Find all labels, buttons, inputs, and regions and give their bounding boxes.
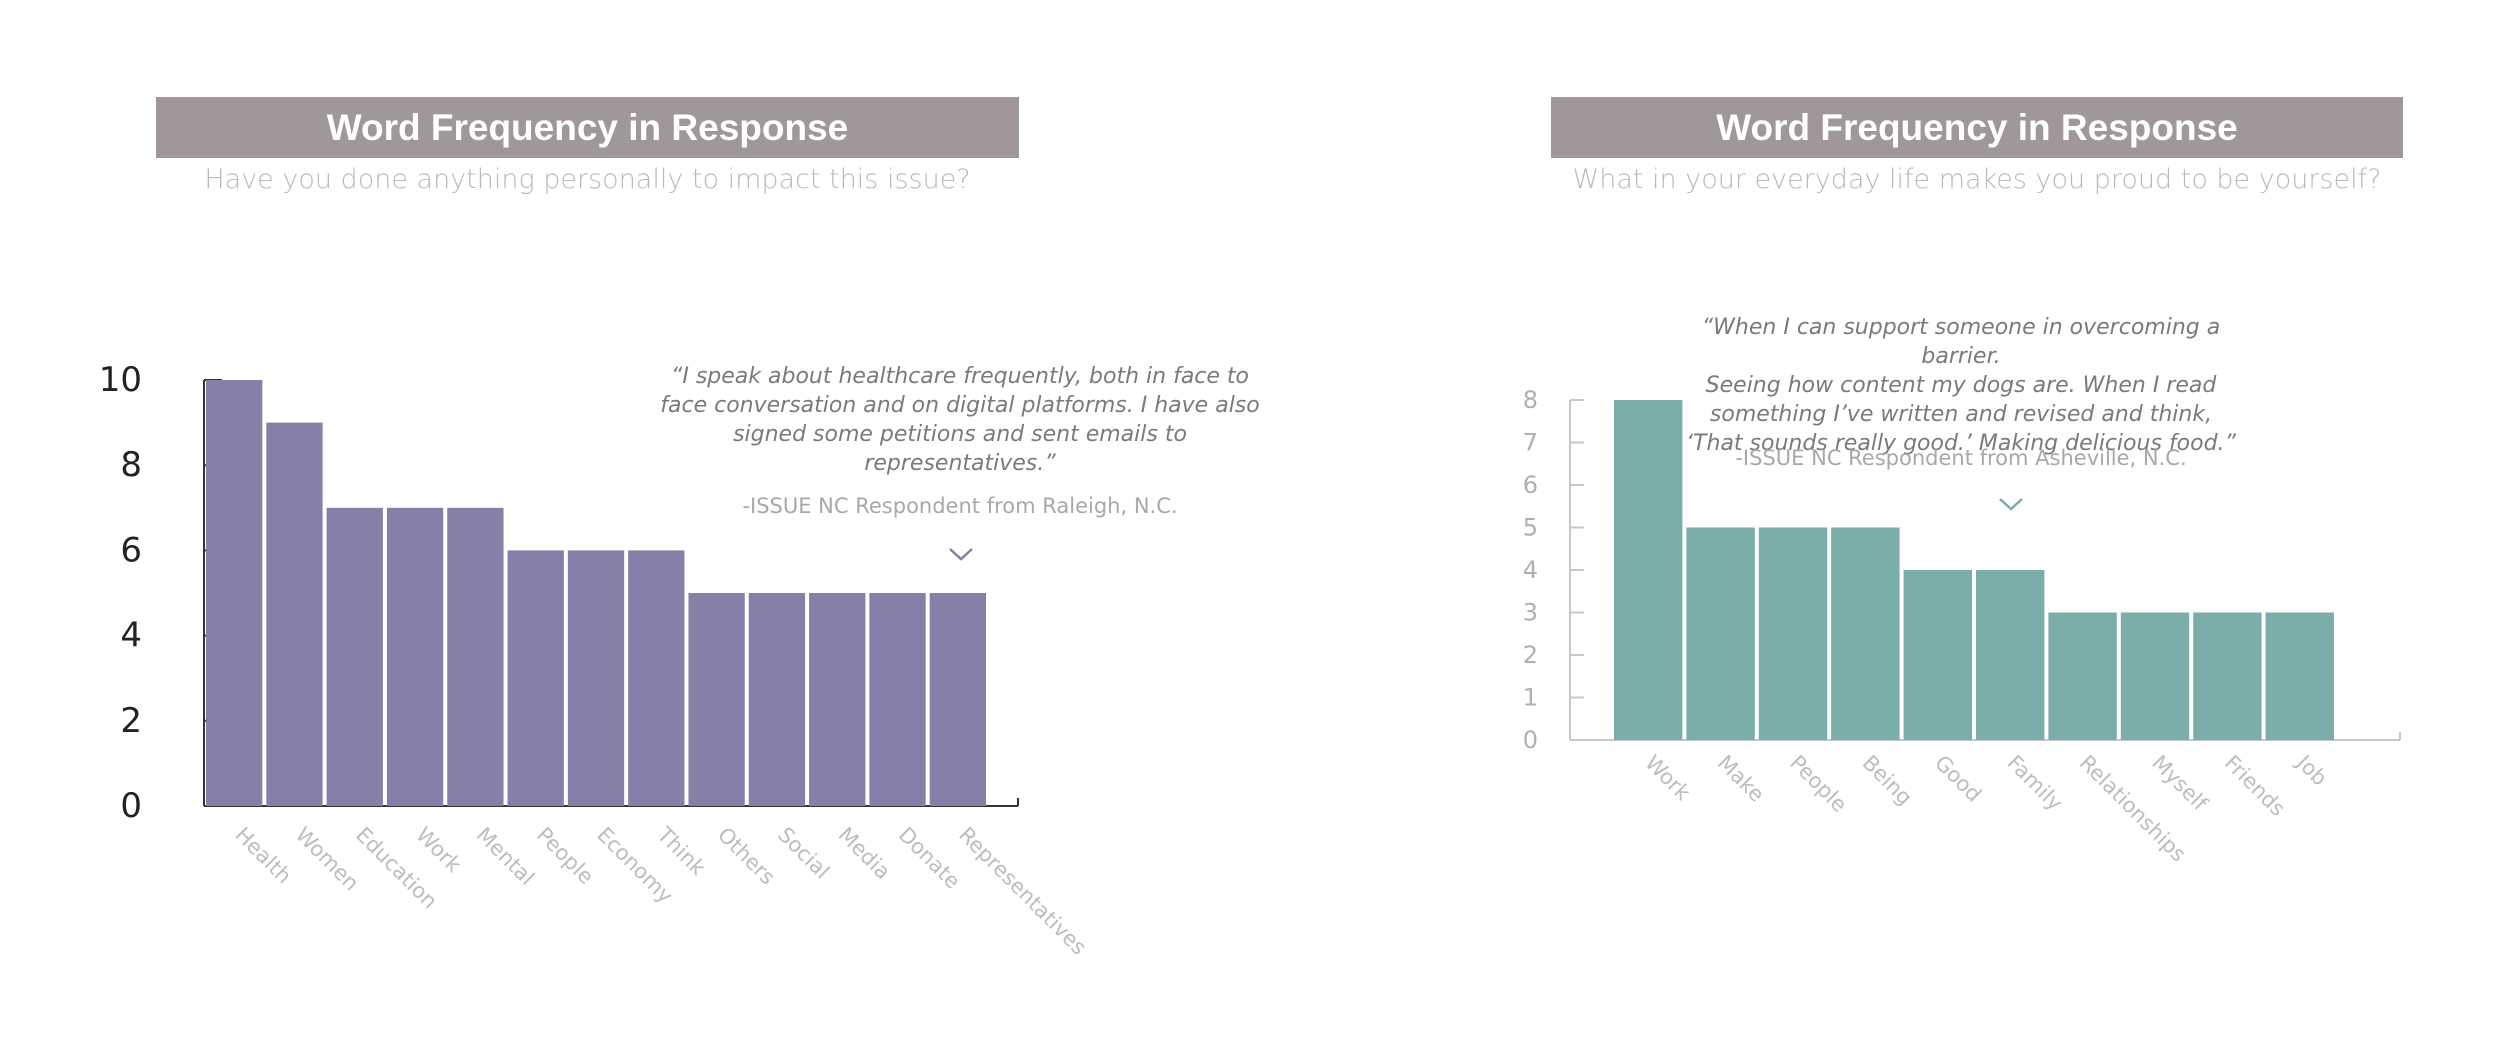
chevron-down-icon bbox=[1999, 498, 2023, 511]
bar bbox=[2193, 612, 2262, 740]
x-tick-label: Others bbox=[713, 823, 780, 890]
y-tick-label: 3 bbox=[1523, 599, 1538, 627]
bar bbox=[386, 507, 444, 806]
y-tick-label: 4 bbox=[1523, 556, 1538, 584]
bar bbox=[1614, 400, 1683, 740]
y-tick-label: 0 bbox=[1523, 726, 1538, 754]
y-tick-label: 0 bbox=[120, 786, 142, 826]
bar bbox=[266, 422, 323, 806]
chart-title: Word Frequency in Response bbox=[1551, 97, 2403, 158]
y-tick-label: 4 bbox=[120, 616, 142, 656]
bar bbox=[567, 550, 625, 806]
x-tick-label: Family bbox=[2002, 751, 2067, 816]
x-tick-label: People bbox=[1785, 751, 1851, 817]
bar bbox=[809, 593, 866, 806]
right-panel: Word Frequency in Response What in your … bbox=[1250, 0, 2500, 1041]
quote-line: Seeing how content my dogs are. When I r… bbox=[1705, 373, 2217, 398]
bar bbox=[1831, 527, 1900, 740]
x-tick-label: Health bbox=[230, 823, 296, 889]
quote-line: representatives.” bbox=[864, 451, 1056, 476]
y-tick-label: 6 bbox=[1523, 471, 1538, 499]
x-tick-label: Work bbox=[411, 823, 466, 878]
x-tick-label: Donate bbox=[894, 823, 965, 894]
x-tick-label: People bbox=[532, 823, 598, 889]
bar bbox=[748, 593, 806, 806]
y-tick-label: 10 bbox=[99, 360, 142, 400]
bar bbox=[929, 593, 986, 806]
x-tick-label: Make bbox=[1713, 751, 1769, 807]
bar bbox=[1758, 527, 1828, 740]
x-tick-label: Good bbox=[1930, 751, 1986, 807]
y-tick-label: 2 bbox=[1523, 641, 1538, 669]
chart-subtitle: What in your everyday life makes you pro… bbox=[1572, 164, 2382, 195]
quote-attribution: -ISSUE NC Respondent from Raleigh, N.C. bbox=[742, 494, 1178, 518]
x-tick-label: Representatives bbox=[954, 823, 1091, 960]
bar bbox=[1686, 527, 1755, 740]
chevron-down-icon bbox=[949, 548, 973, 561]
y-tick-label: 7 bbox=[1523, 429, 1538, 457]
y-tick-label: 5 bbox=[1523, 514, 1538, 542]
x-tick-label: Women bbox=[291, 823, 364, 896]
respondent-quote: “When I can support someone in overcomin… bbox=[1661, 313, 2261, 458]
bar bbox=[688, 593, 745, 806]
bar bbox=[447, 507, 504, 806]
x-tick-label: Social bbox=[773, 823, 834, 884]
quote-line: signed some petitions and sent emails to bbox=[733, 422, 1187, 447]
x-tick-label: Work bbox=[1640, 751, 1695, 806]
x-tick-label: Think bbox=[652, 822, 711, 881]
x-tick-label: Media bbox=[834, 823, 896, 885]
x-tick-label: Being bbox=[1858, 751, 1917, 810]
bar bbox=[1903, 570, 1972, 740]
bar bbox=[2265, 612, 2334, 740]
y-tick-label: 8 bbox=[120, 445, 142, 485]
respondent-quote: “I speak about healthcare frequently, bo… bbox=[660, 362, 1260, 478]
y-tick-label: 2 bbox=[120, 701, 142, 741]
quote-line: something I’ve written and revised and t… bbox=[1709, 402, 2213, 427]
quote-line: face conversation and on digital platfor… bbox=[660, 393, 1260, 418]
x-tick-label: Friends bbox=[2220, 751, 2290, 821]
quote-line: “I speak about healthcare frequently, bo… bbox=[670, 364, 1250, 389]
bar bbox=[2048, 612, 2117, 740]
bar bbox=[326, 507, 383, 806]
chart-title: Word Frequency in Response bbox=[156, 97, 1019, 158]
y-tick-label: 6 bbox=[120, 530, 142, 570]
bar bbox=[507, 550, 564, 806]
quote-line: “When I can support someone in overcomin… bbox=[1701, 315, 2221, 369]
quote-line: ‘That sounds really good.’ Making delici… bbox=[1686, 431, 2236, 456]
y-tick-label: 1 bbox=[1523, 684, 1538, 712]
x-tick-label: Job bbox=[2291, 749, 2332, 790]
left-panel: Word Frequency in Response Have you done… bbox=[99, 97, 1260, 960]
x-tick-label: Myself bbox=[2147, 751, 2212, 816]
quote-attribution: -ISSUE NC Respondent from Asheville, N.C… bbox=[1735, 446, 2187, 470]
bar bbox=[1976, 570, 2045, 740]
x-tick-label: Mental bbox=[472, 823, 539, 890]
chart-subtitle: Have you done anything personally to imp… bbox=[204, 164, 971, 195]
bar bbox=[628, 550, 685, 806]
bar bbox=[869, 593, 926, 806]
y-tick-label: 8 bbox=[1523, 386, 1538, 414]
bar bbox=[2120, 612, 2190, 740]
bar bbox=[206, 380, 263, 806]
